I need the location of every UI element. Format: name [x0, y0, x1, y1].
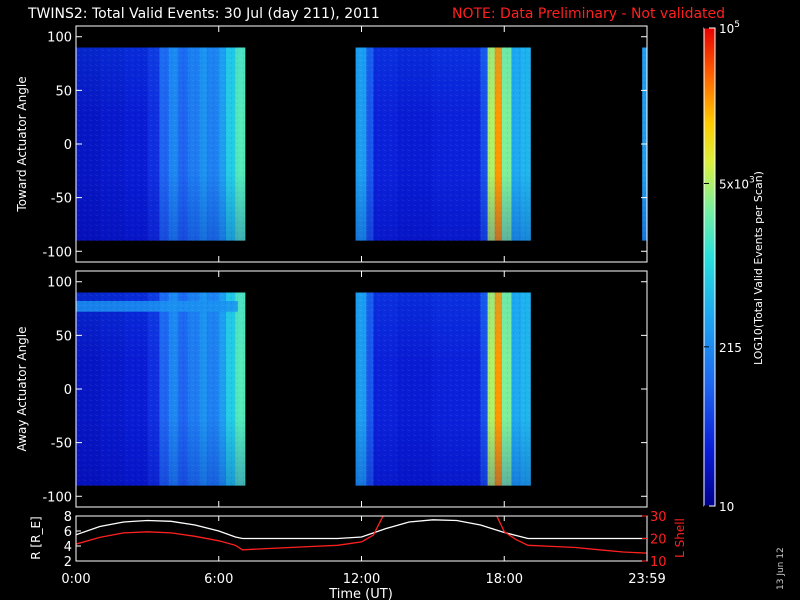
- x-tick-label: 23:59: [628, 572, 665, 587]
- heatmap-shading: [76, 47, 245, 241]
- r-line: [76, 519, 647, 540]
- colorbar-tick-base: 10: [719, 22, 734, 36]
- colorbar-frame: [703, 27, 716, 507]
- preliminary-note: NOTE: Data Preliminary - Not validated: [452, 6, 726, 22]
- y2-tick-label: 30: [650, 510, 667, 525]
- y-tick-label: 8: [64, 510, 72, 525]
- x-tick-label: 6:00: [204, 572, 233, 587]
- x-tick-label: 12:00: [343, 572, 380, 587]
- y-tick-label: -100: [42, 490, 72, 505]
- y-tick-label: -50: [51, 192, 72, 207]
- away-angle-panel: 100 50 0 -50 -100 Away Actuator Angle: [15, 270, 648, 508]
- y-tick-label: 0: [64, 383, 72, 398]
- colorbar-tick-base: 10: [734, 177, 749, 191]
- colorbar-tick-mult: 5x: [719, 177, 734, 191]
- colorbar-tick-label: 5x103: [719, 175, 755, 191]
- y2-tick-label: 10: [650, 555, 667, 570]
- y-tick-label: 100: [47, 276, 72, 291]
- y-axis-label: Away Actuator Angle: [15, 326, 29, 451]
- y-tick-label: 0: [64, 138, 72, 153]
- y-axis-label: Toward Actuator Angle: [15, 76, 29, 212]
- y2-tick-label: 20: [650, 533, 667, 548]
- y-tick-label: -100: [42, 245, 72, 260]
- colorbar-gradient: [704, 28, 715, 506]
- toward-angle-panel: 100 50 0 -50 -100 Toward Actuator Angle: [15, 25, 648, 263]
- y-tick-label: 4: [64, 540, 72, 555]
- y-tick-label: 100: [47, 31, 72, 46]
- y-tick-label: 6: [64, 525, 72, 540]
- colorbar-tick-exp: 3: [749, 175, 755, 185]
- heatmap-shading: [355, 47, 531, 241]
- lshell-line: [76, 516, 647, 554]
- heatmap-shading: [355, 292, 531, 486]
- y-tick-label: 2: [64, 555, 72, 570]
- x-axis-label: Time (UT): [328, 587, 393, 600]
- plot-title: TWINS2: Total Valid Events: 30 Jul (day …: [28, 6, 380, 22]
- colorbar-tick-label: 215: [719, 341, 742, 355]
- colorbar-label: LOG10(Total Valid Events per Scan): [752, 171, 765, 365]
- r-axis-label: R [R_E]: [29, 516, 43, 559]
- y-tick-label: 50: [55, 84, 72, 99]
- colorbar-tick-label: 105: [719, 20, 740, 36]
- heatmap-shading: [76, 292, 245, 486]
- colorbar-tick-label: 10: [719, 500, 734, 514]
- x-tick-label: 18:00: [486, 572, 523, 587]
- x-tick-label: 0:00: [61, 572, 90, 587]
- y-tick-label: 50: [55, 329, 72, 344]
- y-tick-label: -50: [51, 437, 72, 452]
- lshell-axis-label: L Shell: [673, 518, 687, 558]
- colorbar-tick-exp: 5: [734, 20, 740, 30]
